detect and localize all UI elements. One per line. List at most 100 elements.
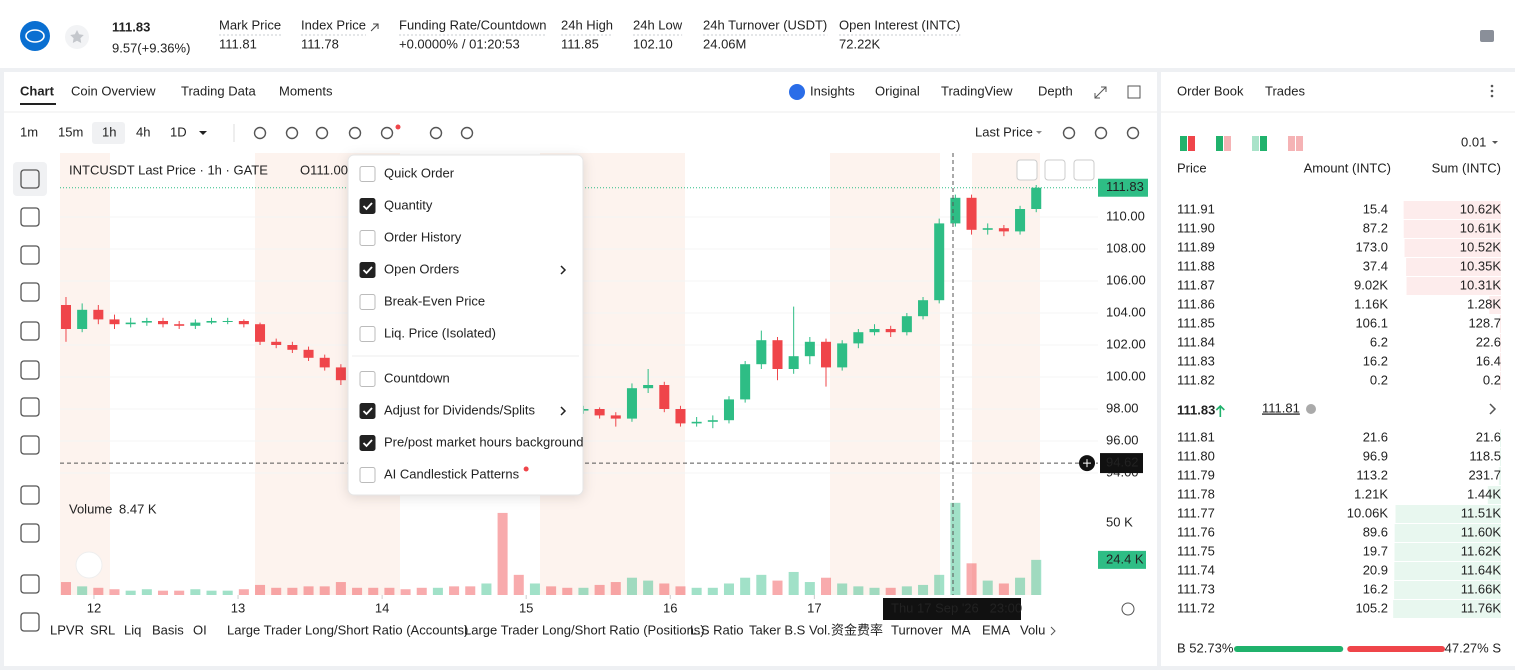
toolbar-icon[interactable] xyxy=(348,126,362,140)
chart-control[interactable] xyxy=(1044,159,1066,181)
menu-item[interactable]: Open Orders xyxy=(384,261,460,276)
ob-view[interactable] xyxy=(1260,136,1267,151)
tool-icon[interactable] xyxy=(20,282,40,302)
menu-checkbox[interactable] xyxy=(359,166,376,182)
toolbar-icon[interactable] xyxy=(253,126,267,140)
menu-item[interactable]: Quick Order xyxy=(384,165,455,180)
tool-icon[interactable] xyxy=(20,169,40,189)
menu-item[interactable]: AI Candlestick Patterns xyxy=(384,466,520,481)
indicator[interactable]: Large Trader Long/Short Ratio (Positions… xyxy=(464,622,705,637)
chart-control[interactable] xyxy=(1016,159,1038,181)
expand-icon[interactable] xyxy=(1094,86,1107,99)
tool-selected xyxy=(13,162,47,196)
tool-icon[interactable] xyxy=(20,612,40,632)
tool-icon[interactable] xyxy=(20,574,40,594)
ob-view[interactable] xyxy=(1252,136,1259,151)
candle-body xyxy=(141,321,152,323)
menu-item[interactable]: Liq. Price (Isolated) xyxy=(384,325,496,340)
tab[interactable]: Moments xyxy=(279,83,333,98)
settings-icon[interactable] xyxy=(1121,602,1135,616)
interval[interactable]: 1h xyxy=(102,124,116,139)
volume-bar xyxy=(675,586,686,595)
indicator[interactable]: L.S Ratio xyxy=(690,622,743,637)
view-tab[interactable]: Insights xyxy=(810,83,855,98)
interval[interactable]: 4h xyxy=(136,124,150,139)
menu-checkbox[interactable] xyxy=(359,198,376,214)
indicator[interactable]: MA xyxy=(951,622,971,637)
price-source[interactable]: Last Price xyxy=(975,124,1033,139)
menu-item[interactable]: Countdown xyxy=(384,370,450,385)
menu-checkbox[interactable] xyxy=(359,262,376,278)
ob-view[interactable] xyxy=(1296,136,1303,151)
interval[interactable]: 1D xyxy=(170,124,187,139)
candle-body xyxy=(691,421,702,424)
tab[interactable]: Trading Data xyxy=(181,83,256,98)
menu-checkbox[interactable] xyxy=(359,294,376,310)
volume-bar xyxy=(109,589,120,595)
tab[interactable]: Coin Overview xyxy=(71,83,156,98)
ob-precision[interactable]: 0.01 xyxy=(1461,134,1486,149)
y-tick-label: 106.00 xyxy=(1106,272,1146,287)
ob-view[interactable] xyxy=(1188,136,1195,151)
tool-icon[interactable] xyxy=(20,523,40,543)
indicator[interactable]: EMA xyxy=(982,622,1011,637)
volume-bar xyxy=(788,571,799,595)
menu-checkbox[interactable] xyxy=(359,435,376,451)
indicator-more[interactable] xyxy=(1050,626,1056,636)
menu-item[interactable]: Quantity xyxy=(384,197,433,212)
indicator[interactable]: OI xyxy=(193,622,207,637)
interval[interactable]: 15m xyxy=(58,124,83,139)
toolbar-icon[interactable] xyxy=(1094,126,1108,140)
ob-view[interactable] xyxy=(1288,136,1295,151)
book-icon[interactable] xyxy=(1480,30,1494,42)
toolbar-icon[interactable] xyxy=(315,126,329,140)
menu-item[interactable]: Break-Even Price xyxy=(384,293,485,308)
toolbar-icon[interactable] xyxy=(460,126,474,140)
toolbar-icon[interactable] xyxy=(285,126,299,140)
toolbar-icon[interactable] xyxy=(380,126,394,140)
y-tick-label: 98.00 xyxy=(1106,400,1139,415)
ob-view[interactable] xyxy=(1180,136,1187,151)
chart-control[interactable] xyxy=(1073,159,1095,181)
tool-icon[interactable] xyxy=(20,485,40,505)
view-tab[interactable]: Original xyxy=(875,83,920,98)
tool-icon[interactable] xyxy=(20,397,40,417)
ob-view[interactable] xyxy=(1224,136,1231,151)
menu-item[interactable]: Adjust for Dividends/Splits xyxy=(384,402,536,417)
indicator[interactable]: Liq xyxy=(124,622,141,637)
window-icon[interactable] xyxy=(1127,85,1141,99)
menu-checkbox[interactable] xyxy=(359,371,376,387)
menu-item[interactable]: Order History xyxy=(384,229,462,244)
indicator[interactable]: SRL xyxy=(90,622,115,637)
ob-tab[interactable]: Trades xyxy=(1265,83,1305,98)
menu-checkbox[interactable] xyxy=(359,230,376,246)
indicator[interactable]: LPVR xyxy=(50,622,84,637)
tool-icon[interactable] xyxy=(20,207,40,227)
indicator[interactable]: Turnover xyxy=(891,622,943,637)
menu-item[interactable]: Pre/post market hours background xyxy=(384,434,583,449)
indicator[interactable]: 资金费率 xyxy=(831,622,883,637)
view-tab[interactable]: Depth xyxy=(1038,83,1073,98)
view-tab[interactable]: TradingView xyxy=(941,83,1013,98)
ob-tab[interactable]: Order Book xyxy=(1177,83,1244,98)
indicator[interactable]: Taker B.S Vol. xyxy=(749,622,831,637)
tool-icon[interactable] xyxy=(20,360,40,380)
menu-checkbox[interactable] xyxy=(359,326,376,342)
tool-icon[interactable] xyxy=(20,245,40,265)
interval[interactable]: 1m xyxy=(20,124,38,139)
toolbar-icon[interactable] xyxy=(1062,126,1076,140)
ob-more[interactable] xyxy=(1489,403,1497,415)
toolbar-icon[interactable] xyxy=(1126,126,1140,140)
tool-icon[interactable] xyxy=(20,321,40,341)
ob-price: 111.81 xyxy=(1177,429,1215,444)
menu-checkbox[interactable] xyxy=(359,467,376,483)
menu-checkbox[interactable] xyxy=(359,403,376,419)
tab[interactable]: Chart xyxy=(20,83,55,98)
interval-caret[interactable] xyxy=(199,131,207,135)
indicator[interactable]: Basis xyxy=(152,622,184,637)
indicator[interactable]: Large Trader Long/Short Ratio (Accounts) xyxy=(227,622,468,637)
indicator[interactable]: Volu xyxy=(1020,622,1045,637)
ob-view[interactable] xyxy=(1216,136,1223,151)
toolbar-icon[interactable] xyxy=(429,126,443,140)
tool-icon[interactable] xyxy=(20,435,40,455)
